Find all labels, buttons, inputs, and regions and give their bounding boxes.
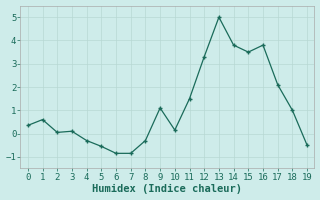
X-axis label: Humidex (Indice chaleur): Humidex (Indice chaleur) [92, 184, 243, 194]
